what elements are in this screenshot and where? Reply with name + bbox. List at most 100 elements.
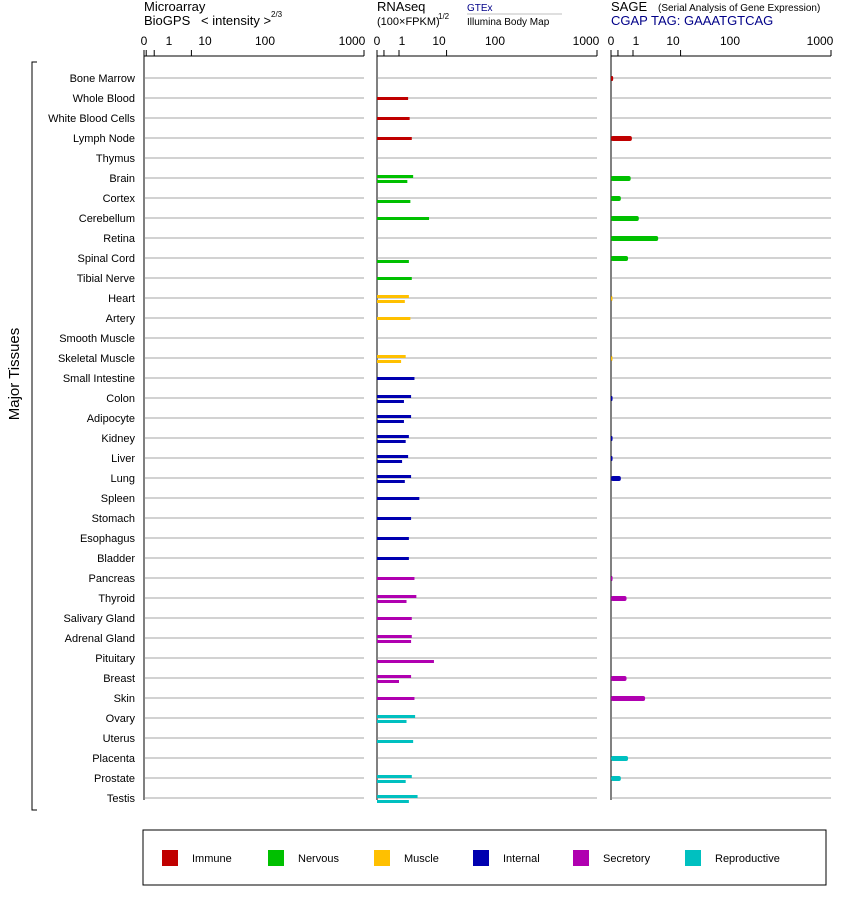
tissue-label: Bone Marrow <box>70 73 135 85</box>
illumina-bar <box>377 600 407 603</box>
gtex-bar <box>377 415 412 418</box>
gtex-bar <box>377 635 412 638</box>
microarray-tick-label: 1 <box>166 34 173 48</box>
tissue-label: Spleen <box>101 493 135 505</box>
illumina-bar <box>377 740 414 743</box>
legend-item-muscle: Muscle <box>374 850 439 866</box>
tissue-label: Tibial Nerve <box>77 273 135 285</box>
illumina-label: Illumina Body Map <box>467 17 550 28</box>
panels: 0 1 10 100 1000 0 1 10 100 1000 0 1 10 100 1000 <box>141 34 834 800</box>
y-axis-bracket <box>31 61 37 811</box>
sage-bar <box>611 396 613 401</box>
gtex-bar <box>377 675 412 678</box>
legend-swatch <box>473 850 489 866</box>
sage-bar <box>611 236 659 241</box>
illumina-bar <box>377 200 411 203</box>
microarray-tick-label: 10 <box>198 34 212 48</box>
tissue-label: Pancreas <box>89 573 136 585</box>
sage-description: (Serial Analysis of Gene Expression) <box>658 3 820 14</box>
gtex-bar <box>377 355 406 358</box>
legend-label: Internal <box>503 853 540 865</box>
gtex-bar <box>377 475 412 478</box>
fpkm-label: (100×FPKM) <box>377 16 440 28</box>
legend-swatch <box>685 850 701 866</box>
illumina-bar <box>377 720 407 723</box>
gtex-bar <box>377 497 420 500</box>
illumina-bar <box>377 640 412 643</box>
tissue-label: Uterus <box>103 733 136 745</box>
tissue-label: Smooth Muscle <box>59 333 135 345</box>
gtex-bar <box>377 317 411 320</box>
tissue-label: Placenta <box>92 753 136 765</box>
legend-label: Secretory <box>603 853 651 865</box>
gtex-bar <box>377 377 415 380</box>
microarray-tick-label: 1000 <box>339 34 366 48</box>
tissue-label: Lung <box>111 473 135 485</box>
tissue-label: Spinal Cord <box>78 253 135 265</box>
illumina-bar <box>377 260 409 263</box>
legend-label: Nervous <box>298 853 339 865</box>
rnaseq-tick-label: 10 <box>432 34 446 48</box>
legend-swatch <box>162 850 178 866</box>
tissue-label: Lymph Node <box>73 133 135 145</box>
illumina-bar <box>377 300 405 303</box>
rnaseq-tick-label: 1 <box>399 34 406 48</box>
y-axis-label: Major Tissues <box>6 328 23 421</box>
gtex-bar <box>377 455 409 458</box>
gtex-bar <box>377 97 409 100</box>
tissue-label: Thymus <box>96 153 136 165</box>
sage-bar <box>611 136 632 141</box>
microarray-panel: 0 1 10 100 1000 <box>141 34 366 800</box>
sage-bar <box>611 576 613 581</box>
rnaseq-tick-label: 100 <box>485 34 505 48</box>
tissue-label: Artery <box>106 313 136 325</box>
microarray-tick-label: 0 <box>141 34 148 48</box>
gtex-bar <box>377 217 430 220</box>
sage-bar <box>611 176 631 181</box>
category-labels: Bone Marrow Whole Blood White Blood Cells L… <box>48 73 136 805</box>
sage-bar <box>611 676 627 681</box>
sage-tick-label: 1 <box>633 34 640 48</box>
intensity-label: < intensity > <box>201 13 271 28</box>
cgap-tag: CGAP TAG: GAAATGTCAG <box>611 13 773 28</box>
gtex-bar <box>377 715 416 718</box>
gtex-bar <box>377 517 412 520</box>
gtex-bar <box>377 557 409 560</box>
sage-bar <box>611 256 629 261</box>
illumina-bar <box>377 780 406 783</box>
microarray-title: Microarray <box>144 0 206 14</box>
rnaseq-tick-label: 0 <box>374 34 381 48</box>
tissue-label: Prostate <box>94 773 135 785</box>
tissue-label: Breast <box>103 673 135 685</box>
gtex-bar <box>377 537 409 540</box>
gtex-bar <box>377 137 412 140</box>
legend-item-nervous: Nervous <box>268 850 339 866</box>
tissue-label: Pituitary <box>95 653 135 665</box>
sage-bar <box>611 476 621 481</box>
legend-item-immune: Immune <box>162 850 232 866</box>
legend-swatch <box>573 850 589 866</box>
sage-panel: 0 1 10 100 1000 <box>608 34 834 800</box>
tissue-label: Kidney <box>101 433 135 445</box>
legend-label: Immune <box>192 853 232 865</box>
tissue-label: Skin <box>114 693 135 705</box>
gtex-bar <box>377 697 415 700</box>
tissue-label: Small Intestine <box>63 373 135 385</box>
sage-bar <box>611 356 613 361</box>
fpkm-exponent: 1/2 <box>438 12 450 21</box>
tissue-label: Retina <box>103 233 136 245</box>
tissue-label: Adrenal Gland <box>65 633 135 645</box>
sage-bar <box>611 436 613 441</box>
gtex-bar <box>377 395 412 398</box>
legend: Immune Nervous Muscle Internal Secretory Repr… <box>142 829 827 886</box>
biogps-label: BioGPS <box>144 13 191 28</box>
gtex-bar <box>377 617 412 620</box>
tissue-label: Skeletal Muscle <box>58 353 135 365</box>
tissue-label: Cortex <box>103 193 136 205</box>
sage-tick-label: 1000 <box>807 34 834 48</box>
gtex-bar <box>377 295 409 298</box>
sage-bar <box>611 756 629 761</box>
legend-label: Muscle <box>404 853 439 865</box>
gtex-bar <box>377 435 409 438</box>
illumina-bar <box>377 800 409 803</box>
